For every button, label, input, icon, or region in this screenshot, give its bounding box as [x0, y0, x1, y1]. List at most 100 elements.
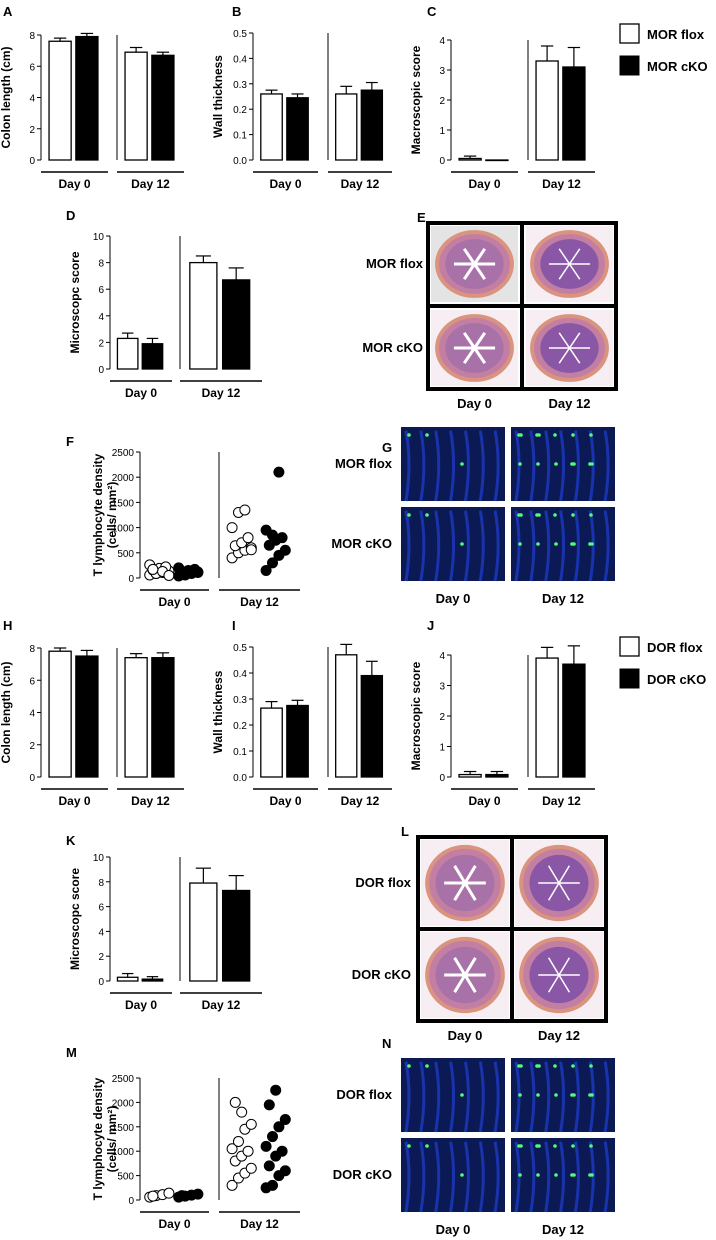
- panel-g-fluorescence-image: [401, 427, 505, 502]
- panel-a-bar-cko-g1: [151, 54, 175, 161]
- crypt-nuclei-band: [544, 510, 551, 582]
- crypt-nuclei-band: [478, 510, 485, 582]
- panel-c-ytick-label: 3: [439, 66, 445, 77]
- cd3-positive-cell: [518, 1093, 522, 1097]
- cd3-positive-cell: [518, 462, 522, 466]
- panel-c-letter: C: [427, 4, 437, 19]
- panel-f-point-flox: [245, 544, 257, 556]
- panel-a-ytick-label: 6: [29, 62, 35, 73]
- panel-n-letter: N: [382, 1036, 391, 1051]
- panel-e-histology-image: [526, 226, 613, 302]
- panel-c-group-label: Day 12: [542, 177, 581, 191]
- panel-d-group-label: Day 0: [125, 386, 157, 400]
- panel-h-bar-cko-g0: [75, 655, 99, 778]
- panel-m-ylabel: T lymphocyte density(cells/ mm²): [91, 1077, 119, 1200]
- dor-legend-flox-label: DOR flox: [647, 640, 703, 655]
- panel-e-col-label: Day 0: [457, 396, 492, 411]
- panel-f-ytick-label: 0: [128, 574, 134, 585]
- panel-j-bar-cko-g1: [562, 663, 586, 778]
- panel-m-ytick-label: 500: [117, 1172, 134, 1183]
- panel-h-bar-flox-g1: [124, 657, 148, 778]
- crypt-nuclei-band: [463, 1061, 470, 1133]
- panel-h-ytick-label: 8: [29, 644, 35, 655]
- cd3-positive-cell: [407, 1144, 411, 1148]
- cd3-positive-cell: [537, 433, 541, 437]
- panel-j-group-label: Day 0: [468, 794, 500, 808]
- panel-k-ytick-label: 2: [98, 952, 104, 963]
- panel-d-bar-flox-g0: [116, 337, 139, 370]
- colon-lumen-fold: [568, 332, 581, 349]
- cd3-positive-cell: [553, 1064, 557, 1068]
- crypt-nuclei-band: [419, 430, 426, 502]
- panel-b-group-label: Day 0: [269, 177, 301, 191]
- panel-n-fluorescence-image: [511, 1138, 615, 1213]
- panel-a-ytick-label: 2: [29, 125, 35, 136]
- cd3-positive-cell: [518, 1173, 522, 1177]
- panel-g-col-label: Day 12: [542, 591, 584, 606]
- cd3-positive-cell: [519, 513, 523, 517]
- cd3-positive-cell: [518, 542, 522, 546]
- panel-j-bar-cko-g0: [485, 773, 509, 778]
- panel-j-group-label: Day 12: [542, 794, 581, 808]
- cd3-positive-cell: [572, 1093, 576, 1097]
- panel-j-bar-flox-g0: [458, 773, 482, 778]
- cd3-positive-cell: [553, 1144, 557, 1148]
- panel-h-ytick-label: 2: [29, 741, 35, 752]
- panel-i-bar-cko-g1: [360, 674, 384, 778]
- colon-lumen-fold: [463, 974, 477, 993]
- panel-i-ytick-label: 0.1: [233, 747, 247, 758]
- crypt-nuclei-band: [419, 1141, 426, 1213]
- dor-legend-cko-label: DOR cKO: [647, 672, 706, 687]
- crypt-nuclei-band: [463, 1141, 470, 1213]
- panel-e-row-label: MOR flox: [366, 256, 424, 271]
- panel-d-ytick-label: 8: [98, 259, 104, 270]
- panel-g-col-label: Day 0: [436, 591, 471, 606]
- panel-i-ytick-label: 0.3: [233, 695, 247, 706]
- crypt-nuclei-band: [493, 430, 500, 502]
- cd3-positive-cell: [590, 542, 594, 546]
- panel-f-point-cko: [267, 529, 278, 541]
- panel-n-col-label: Day 0: [436, 1222, 471, 1237]
- crypt-nuclei-band: [544, 430, 551, 502]
- dor-legend-cko-swatch: [619, 668, 640, 689]
- crypt-nuclei-band: [559, 430, 566, 502]
- cd3-positive-cell: [590, 462, 594, 466]
- panel-k-bar-flox-g0: [116, 976, 139, 982]
- crypt-nuclei-band: [463, 510, 470, 582]
- crypt-nuclei-band: [559, 1141, 566, 1213]
- panel-m-point-flox: [226, 1179, 238, 1191]
- panel-h-group-label: Day 0: [58, 794, 90, 808]
- panel-i-bar-cko-g0: [286, 704, 309, 778]
- colon-lumen-fold: [463, 865, 477, 884]
- dor-legend-flox-swatch: [619, 636, 640, 657]
- colon-lumen-fold: [473, 331, 487, 349]
- panel-m-ytick-label: 0: [128, 1196, 134, 1207]
- panel-e-histology-image: [526, 310, 613, 386]
- cd3-positive-cell: [407, 513, 411, 517]
- panel-e-histology-image: [431, 226, 518, 302]
- crypt-nuclei-band: [529, 1141, 536, 1213]
- panel-m-point-cko: [176, 1190, 188, 1202]
- panel-m-point-flox: [163, 1187, 175, 1199]
- panel-n-fluorescence-image: [511, 1058, 615, 1133]
- panel-m-point-flox: [245, 1118, 257, 1130]
- panel-f-ylabel-line: T lymphocyte density: [91, 453, 105, 576]
- panel-k-letter: K: [66, 833, 76, 848]
- crypt-nuclei-band: [493, 510, 500, 582]
- panel-f-point-flox: [239, 504, 251, 516]
- crypt-nuclei-band: [404, 1141, 411, 1213]
- crypt-nuclei-band: [449, 510, 456, 582]
- panel-m-ytick-label: 1500: [112, 1123, 135, 1134]
- panel-n-col-label: Day 12: [542, 1222, 584, 1237]
- panel-h-ytick-label: 4: [29, 709, 35, 720]
- panel-k-bar-cko-g0: [141, 978, 164, 982]
- crypt-nuclei-band: [573, 1141, 580, 1213]
- panel-a-bar-cko-g0: [75, 35, 99, 161]
- panel-d-ytick-label: 10: [93, 232, 105, 243]
- crypt-nuclei-band: [603, 1061, 610, 1133]
- panel-n-row-label: DOR cKO: [333, 1167, 392, 1182]
- panel-l-histology-image: [515, 932, 603, 1018]
- panel-b-ytick-label: 0.1: [233, 131, 247, 142]
- panel-i-ytick-label: 0.0: [233, 773, 247, 784]
- panel-b-ylabel: Wall thickness: [211, 55, 225, 138]
